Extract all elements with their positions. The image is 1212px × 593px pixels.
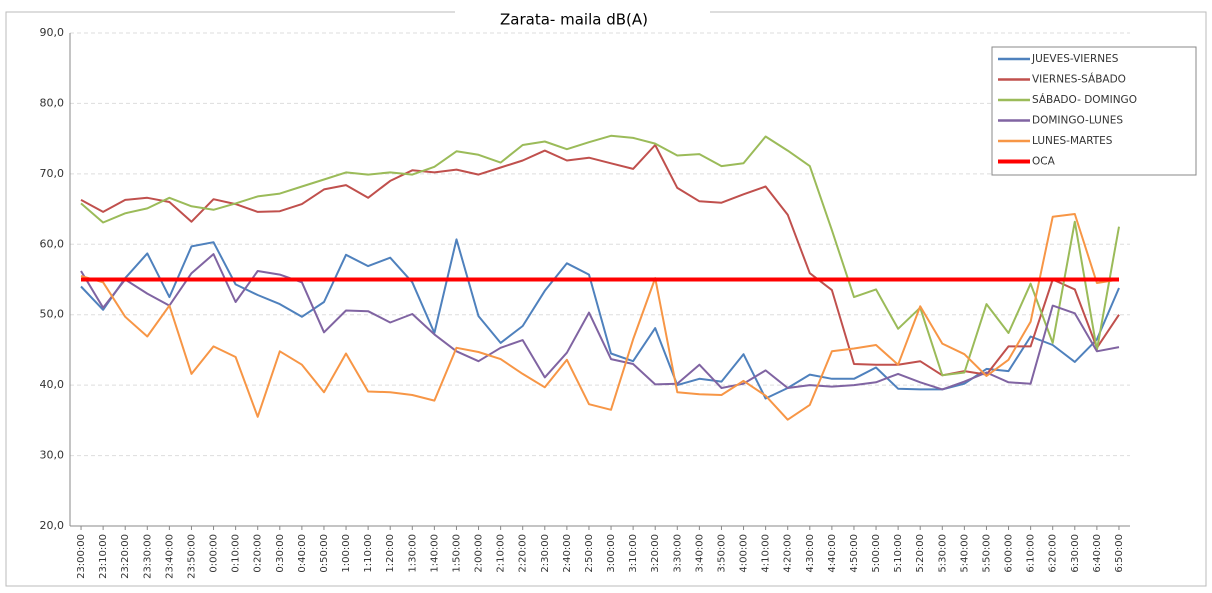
- x-tick-label: 3:20:00: [650, 534, 661, 573]
- legend-label: SÁBADO- DOMINGO: [1032, 93, 1137, 106]
- y-tick-label: 40,0: [40, 378, 65, 391]
- y-tick-label: 70,0: [40, 167, 65, 180]
- x-tick-label: 0:10:00: [231, 534, 242, 573]
- x-tick-label: 5:10:00: [893, 534, 904, 573]
- y-tick-label: 90,0: [40, 26, 65, 39]
- x-tick-label: 3:30:00: [672, 534, 683, 573]
- x-tick-label: 23:40:00: [164, 534, 175, 579]
- x-tick-label: 5:50:00: [981, 534, 992, 573]
- x-tick-label: 1:20:00: [385, 534, 396, 573]
- series-line: [80, 213, 1120, 421]
- x-tick-label: 1:40:00: [429, 534, 440, 573]
- series-line: [80, 238, 1120, 400]
- x-tick-label: 4:00:00: [739, 534, 750, 573]
- x-tick-label: 4:20:00: [783, 534, 794, 573]
- x-tick-label: 1:50:00: [451, 534, 462, 573]
- x-tick-label: 23:00:00: [76, 534, 87, 579]
- x-tick-label: 0:20:00: [253, 534, 264, 573]
- series-line: [80, 144, 1120, 377]
- x-tick-label: 1:00:00: [341, 534, 352, 573]
- legend-label: OCA: [1032, 156, 1056, 168]
- x-tick-label: 5:00:00: [871, 534, 882, 573]
- x-tick-label: 23:10:00: [98, 534, 109, 579]
- x-tick-label: 4:40:00: [827, 534, 838, 573]
- y-tick-label: 20,0: [40, 519, 65, 532]
- x-tick-label: 1:10:00: [363, 534, 374, 573]
- x-tick-label: 2:30:00: [540, 534, 551, 573]
- x-tick-label: 2:50:00: [584, 534, 595, 573]
- y-tick-label: 80,0: [40, 96, 65, 109]
- legend-label: JUEVES-VIERNES: [1031, 53, 1119, 65]
- x-tick-label: 0:30:00: [275, 534, 286, 573]
- x-tick-label: 3:10:00: [628, 534, 639, 573]
- x-tick-label: 3:40:00: [694, 534, 705, 573]
- series-line: [80, 253, 1120, 391]
- x-tick-label: 0:50:00: [319, 534, 330, 573]
- x-tick-label: 2:10:00: [496, 534, 507, 573]
- legend-box: [991, 46, 1197, 176]
- title-background: [455, 2, 710, 32]
- x-tick-label: 0:40:00: [297, 534, 308, 573]
- x-tick-label: 6:00:00: [1004, 534, 1015, 573]
- x-tick-label: 6:10:00: [1026, 534, 1037, 573]
- x-tick-label: 4:50:00: [849, 534, 860, 573]
- legend-label: VIERNES-SÁBADO: [1032, 73, 1126, 86]
- legend-label: LUNES-MARTES: [1032, 135, 1113, 147]
- x-tick-label: 6:30:00: [1070, 534, 1081, 573]
- x-tick-label: 2:00:00: [474, 534, 485, 573]
- x-tick-label: 2:20:00: [518, 534, 529, 573]
- x-tick-label: 6:50:00: [1114, 534, 1125, 573]
- chart-title: Zarata- maila dB(A): [500, 11, 648, 29]
- y-tick-label: 50,0: [40, 308, 65, 321]
- x-tick-label: 23:50:00: [186, 534, 197, 579]
- x-tick-label: 6:20:00: [1048, 534, 1059, 573]
- x-tick-label: 5:30:00: [937, 534, 948, 573]
- x-tick-label: 23:30:00: [142, 534, 153, 579]
- x-tick-label: 0:00:00: [209, 534, 220, 573]
- x-tick-label: 6:40:00: [1092, 534, 1103, 573]
- x-tick-label: 4:30:00: [805, 534, 816, 573]
- x-tick-label: 5:20:00: [915, 534, 926, 573]
- x-tick-label: 5:40:00: [959, 534, 970, 573]
- legend-label: DOMINGO-LUNES: [1032, 115, 1123, 127]
- series-line: [80, 134, 1120, 377]
- x-tick-label: 4:10:00: [761, 534, 772, 573]
- x-tick-label: 23:20:00: [120, 534, 131, 579]
- x-tick-label: 3:00:00: [606, 534, 617, 573]
- x-tick-label: 2:40:00: [562, 534, 573, 573]
- y-tick-label: 60,0: [40, 237, 65, 250]
- y-tick-label: 30,0: [40, 449, 65, 462]
- x-tick-label: 1:30:00: [407, 534, 418, 573]
- x-tick-label: 3:50:00: [716, 534, 727, 573]
